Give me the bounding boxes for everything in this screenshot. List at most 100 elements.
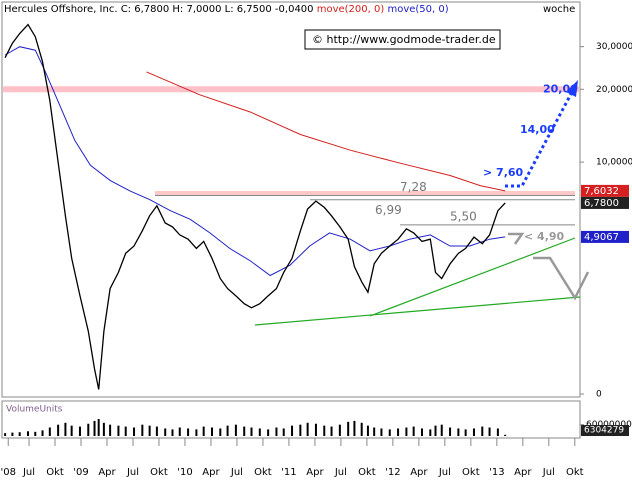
volume-bar [488, 427, 491, 436]
volume-bar [373, 427, 376, 436]
volume-bar [306, 422, 309, 436]
volume-bar [243, 426, 246, 436]
volume-bar [202, 426, 205, 436]
volume-bar [258, 428, 261, 436]
resistance-band [3, 86, 579, 93]
x-tick-label: Apr [202, 467, 220, 478]
volume-bar [64, 422, 67, 436]
volume-bar [330, 426, 333, 436]
moving-average [146, 71, 506, 192]
level-label: 5,50 [450, 209, 477, 223]
volume-bar [267, 429, 270, 436]
volume-bar [57, 424, 60, 436]
x-tick-label: '10 [177, 467, 192, 478]
volume-bar [155, 426, 158, 436]
x-tick-label: Apr [514, 467, 532, 478]
x-tick-label: Okt [566, 467, 584, 478]
header: Hercules Offshore, Inc. C: 6,7800 H: 7,0… [4, 4, 449, 15]
volume-bar [141, 424, 144, 436]
x-tick-label: Okt [254, 467, 272, 478]
period: woche [543, 4, 575, 15]
volume-bar [282, 428, 285, 436]
x-tick-label: '12 [385, 467, 400, 478]
x-tick-label: Jul [230, 467, 243, 478]
volume-bar [405, 427, 408, 436]
volume-bar [397, 428, 400, 436]
last-volume-label: 6304279 [584, 426, 624, 436]
volume-bar [449, 427, 452, 436]
scenario-path [508, 232, 525, 245]
volume-bar [338, 424, 341, 436]
volume-bar [48, 427, 51, 436]
volume-bar [210, 427, 213, 436]
volume-bar [148, 425, 151, 436]
volume-bar [171, 429, 174, 436]
resistance-band [155, 190, 575, 196]
volume-bar [412, 426, 415, 436]
x-tick-label: Apr [306, 467, 324, 478]
target-label: < 4,90 [524, 230, 565, 243]
x-tick-label: '08 [0, 467, 15, 478]
volume-bar [250, 427, 253, 436]
volume-bar [195, 429, 198, 436]
volume-bar [440, 424, 443, 436]
volume-bar [360, 422, 363, 436]
trend-line [369, 237, 576, 317]
last-value-box [581, 184, 629, 197]
x-tick-label: Jul [334, 467, 347, 478]
volume-bar [234, 424, 237, 436]
volume-bar [97, 419, 100, 436]
x-tick-label: '09 [73, 467, 88, 478]
title: Hercules Offshore, Inc. [4, 4, 118, 15]
volume-bar [388, 429, 391, 436]
last-value-box [581, 230, 629, 243]
x-tick-label: Jul [438, 467, 451, 478]
volume-bar [464, 429, 467, 436]
last-value-box-label: 6,7800 [584, 198, 619, 209]
volume-bar [291, 425, 294, 436]
volume-bar [4, 433, 7, 436]
volume-bar [26, 431, 29, 436]
x-tick-label: Okt [358, 467, 376, 478]
volume-bar [117, 425, 120, 436]
volume-title: VolumeUnits [6, 405, 63, 415]
target-label: > 7,60 [483, 166, 524, 179]
moving-average [4, 46, 506, 277]
volume-bar [366, 425, 369, 436]
volume-bar [299, 424, 302, 436]
volume-bar [219, 428, 222, 436]
arrow-head [566, 80, 578, 97]
y-tick-label: 30,0000 [596, 42, 632, 52]
copyright-box [304, 29, 501, 50]
trend-line [254, 296, 581, 326]
volume-bar [481, 426, 484, 436]
volume-bar [70, 425, 73, 436]
volume-bar [41, 430, 44, 436]
volume-bar [347, 421, 350, 436]
x-tick-label: '13 [489, 467, 504, 478]
volume-bar [457, 428, 460, 436]
y-tick-label: 10,0000 [596, 158, 632, 168]
subtitle: C: 6,7800 H: 7,0000 L: 6,7500 -0,0400 [121, 4, 314, 15]
last-value-box-label: 7,6032 [584, 186, 619, 197]
volume-bar [472, 428, 475, 436]
volume-bar [323, 425, 326, 436]
volume-bar [109, 424, 112, 436]
volume-bar [353, 420, 356, 436]
volume-bar [187, 428, 190, 436]
volume-bar [34, 431, 37, 436]
level-label: 6,99 [375, 203, 402, 217]
level-label: 7,28 [400, 180, 427, 194]
volume-bar [11, 432, 14, 436]
x-tick-label: Jul [126, 467, 139, 478]
volume-bar [226, 425, 229, 436]
volume-bar [380, 428, 383, 436]
price-panel [1, 1, 581, 398]
x-tick-label: Okt [462, 467, 480, 478]
last-value-box [581, 196, 629, 209]
x-tick-label: Jul [542, 467, 555, 478]
volume-bar [102, 422, 105, 436]
target-label: 14,00 [520, 123, 555, 136]
volume-panel [1, 400, 581, 439]
